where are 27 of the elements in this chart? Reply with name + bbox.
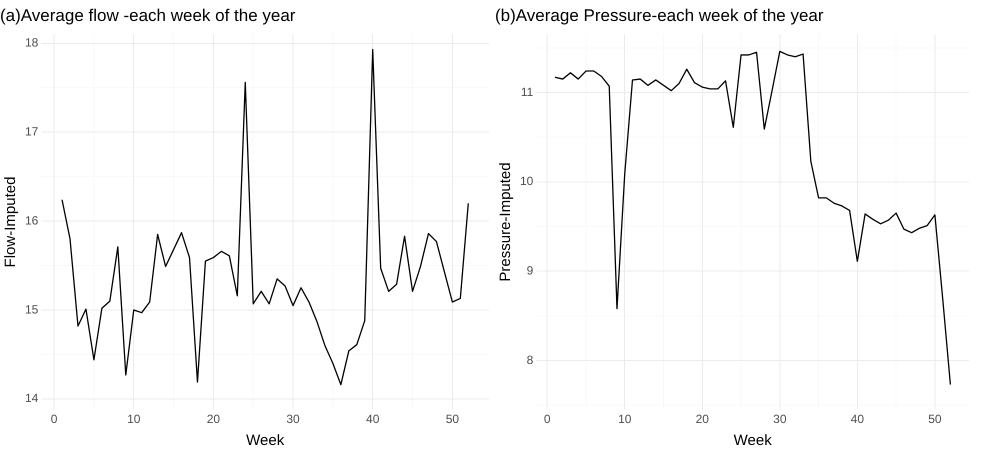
x-tick-label: 40: [366, 412, 380, 426]
x-tick-label: 50: [446, 412, 460, 426]
y-tick-label: 11: [520, 84, 534, 99]
y-tick-label: 18: [24, 36, 39, 50]
x-tick-label: 20: [696, 412, 710, 426]
x-tick-label: 50: [928, 412, 942, 426]
x-tick-label: 30: [773, 412, 787, 426]
y-tick-label: 15: [24, 302, 39, 316]
x-tick-label: 10: [618, 412, 632, 426]
x-tick-label: 0: [50, 412, 58, 426]
y-tick-label: 10: [520, 174, 534, 188]
chart-title: (a)Average flow -each week of the year: [0, 6, 296, 25]
y-axis-title: Flow-Imputed: [2, 176, 20, 268]
x-tick-label: 30: [286, 412, 300, 426]
x-tick-label: 40: [850, 412, 864, 426]
y-tick-label: 9: [526, 263, 534, 278]
x-tick-label: 10: [127, 412, 141, 426]
y-tick-label: 17: [24, 124, 39, 139]
y-axis-title: Pressure-Imputed: [497, 162, 514, 282]
x-tick-label: 20: [206, 412, 220, 426]
y-tick-label: 16: [24, 213, 39, 228]
x-axis-title: Week: [246, 432, 285, 450]
x-tick-label: 0: [544, 412, 551, 426]
y-tick-label: 8: [526, 352, 534, 367]
chart-title: (b)Average Pressure-each week of the year: [495, 6, 824, 25]
y-tick-label: 14: [24, 391, 39, 406]
x-axis-title: Week: [734, 432, 772, 450]
